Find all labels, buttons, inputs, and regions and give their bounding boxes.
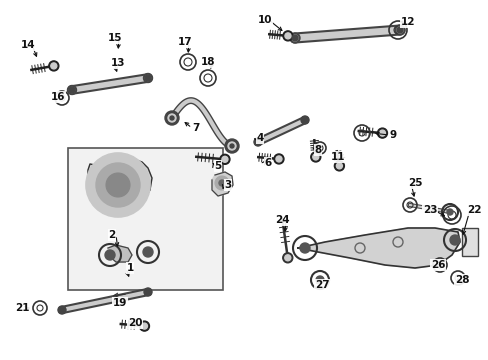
Text: 2: 2	[108, 230, 115, 240]
Circle shape	[49, 61, 59, 71]
Circle shape	[69, 87, 75, 93]
Circle shape	[256, 140, 260, 144]
Circle shape	[301, 116, 308, 124]
Text: 19: 19	[113, 298, 127, 308]
Text: 7: 7	[192, 123, 199, 133]
Text: 20: 20	[127, 318, 142, 328]
Circle shape	[227, 142, 236, 150]
Text: 26: 26	[430, 260, 445, 270]
Circle shape	[396, 27, 402, 33]
Circle shape	[285, 33, 290, 39]
Circle shape	[396, 27, 402, 33]
Circle shape	[143, 288, 152, 296]
Circle shape	[141, 323, 147, 329]
Text: 21: 21	[15, 303, 29, 313]
Text: 25: 25	[407, 178, 421, 188]
Circle shape	[379, 130, 385, 136]
Circle shape	[59, 307, 65, 313]
Circle shape	[219, 180, 224, 186]
Circle shape	[69, 87, 74, 93]
Circle shape	[312, 154, 318, 160]
Text: 5: 5	[214, 161, 221, 171]
Circle shape	[67, 85, 76, 94]
Text: 18: 18	[201, 57, 215, 67]
Text: 13: 13	[110, 58, 125, 68]
Circle shape	[446, 209, 452, 215]
Circle shape	[220, 154, 229, 164]
Text: 14: 14	[20, 40, 35, 50]
Circle shape	[282, 253, 292, 263]
Circle shape	[303, 118, 306, 122]
Text: 4: 4	[256, 133, 263, 143]
Circle shape	[302, 117, 307, 123]
Circle shape	[164, 111, 179, 125]
Circle shape	[334, 161, 344, 171]
Circle shape	[291, 35, 297, 41]
Circle shape	[449, 235, 459, 245]
Circle shape	[283, 31, 292, 41]
Circle shape	[146, 290, 150, 294]
Circle shape	[145, 289, 151, 295]
Circle shape	[60, 308, 64, 312]
Text: 1: 1	[126, 263, 133, 273]
Circle shape	[229, 144, 234, 148]
Circle shape	[139, 321, 149, 331]
Circle shape	[96, 163, 140, 207]
Circle shape	[336, 163, 342, 169]
Circle shape	[168, 114, 176, 122]
Circle shape	[273, 154, 284, 164]
Circle shape	[275, 156, 282, 162]
Circle shape	[299, 243, 309, 253]
Circle shape	[106, 173, 130, 197]
Circle shape	[215, 176, 228, 190]
Text: 9: 9	[388, 130, 396, 140]
Circle shape	[105, 250, 115, 260]
Polygon shape	[88, 155, 152, 212]
Polygon shape	[108, 245, 132, 262]
Text: 3: 3	[224, 180, 231, 190]
Circle shape	[284, 255, 290, 261]
Text: 23: 23	[422, 205, 436, 215]
Circle shape	[222, 156, 227, 162]
Circle shape	[145, 75, 151, 81]
Circle shape	[224, 139, 239, 153]
Text: 11: 11	[330, 152, 345, 162]
Circle shape	[315, 276, 324, 284]
Circle shape	[394, 25, 404, 35]
Text: 24: 24	[274, 215, 289, 225]
Bar	[68, 148, 223, 290]
Circle shape	[254, 139, 261, 145]
Polygon shape	[297, 228, 459, 268]
Text: 12: 12	[400, 17, 414, 27]
Circle shape	[143, 73, 152, 82]
Circle shape	[253, 138, 262, 146]
Polygon shape	[212, 172, 232, 196]
Text: 28: 28	[454, 275, 468, 285]
Text: 10: 10	[257, 15, 272, 25]
Circle shape	[51, 63, 57, 69]
Circle shape	[291, 35, 297, 41]
Circle shape	[377, 128, 386, 138]
Text: 17: 17	[177, 37, 192, 47]
Circle shape	[142, 247, 153, 257]
Circle shape	[310, 152, 320, 162]
Text: 16: 16	[51, 92, 65, 102]
Text: 22: 22	[466, 205, 480, 215]
Circle shape	[170, 116, 174, 120]
Circle shape	[145, 76, 150, 81]
Bar	[461, 228, 477, 256]
Text: 8: 8	[314, 145, 321, 155]
Circle shape	[289, 33, 299, 43]
Text: 15: 15	[107, 33, 122, 43]
Text: 6: 6	[264, 158, 271, 168]
Text: 27: 27	[314, 280, 328, 290]
Circle shape	[86, 153, 150, 217]
Circle shape	[58, 306, 66, 314]
